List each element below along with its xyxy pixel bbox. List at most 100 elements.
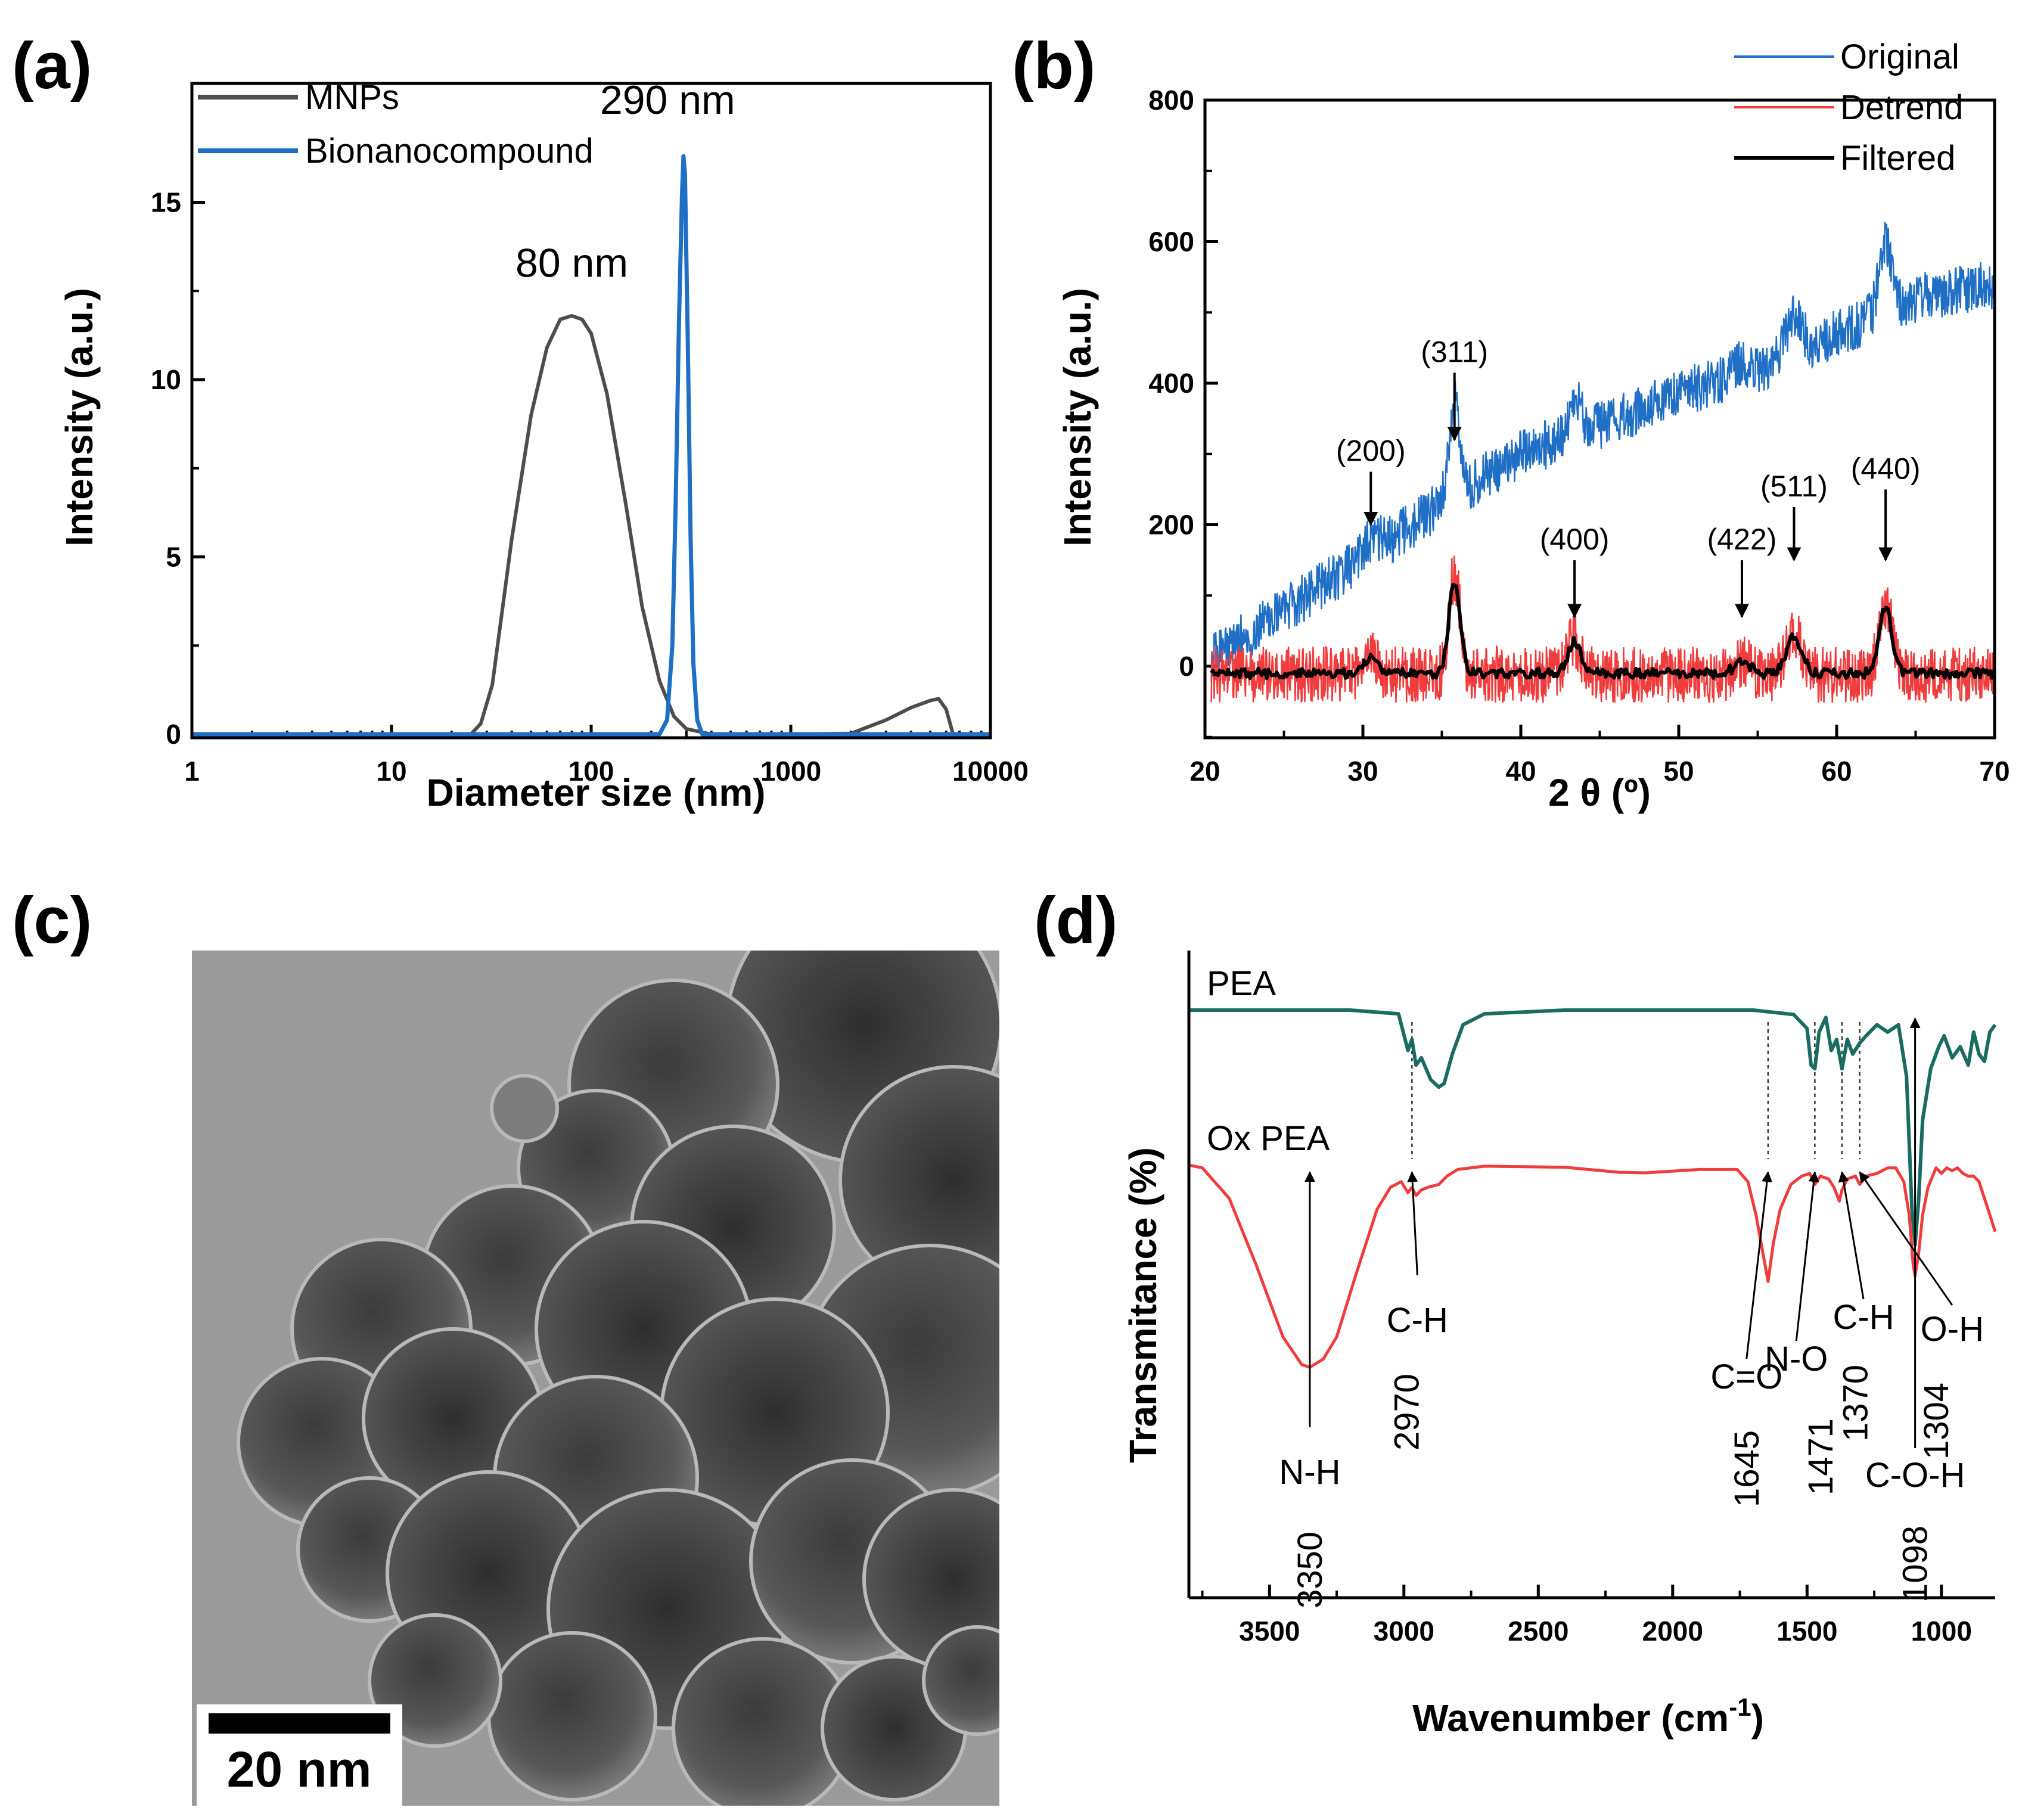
band-wavenumber-label: 1471 <box>1802 1418 1840 1495</box>
x-tick-label: 1 <box>184 756 200 787</box>
y-tick-label: 600 <box>1148 226 1194 257</box>
legend-filtered: Filtered <box>1840 139 1955 178</box>
band-wavenumber-label: 1645 <box>1728 1430 1766 1507</box>
series-line-bionanocompound <box>192 154 990 737</box>
tem-micrograph: 20 nm <box>192 951 999 1806</box>
panel-b-ylabel: Intensity (a.u.) <box>1056 288 1099 546</box>
tem-particle <box>487 1631 657 1802</box>
band-wavenumber-label: 2970 <box>1387 1374 1426 1451</box>
panel-b-label: (b) <box>1012 29 1095 103</box>
x-tick-label: 40 <box>1505 756 1536 787</box>
x-tick-label: 10 <box>376 756 406 787</box>
x-tick-label: 20 <box>1189 756 1220 787</box>
panel-d: (d) 3500 3000 2500 2000 1500 1000 PEA Ox PEA … <box>1034 884 1997 1740</box>
panel-a-legend: MNPs Bionanocompound <box>198 78 594 170</box>
panel-b-legend: Original Detrend Filtered <box>1734 38 1963 178</box>
x-tick-label: 10000 <box>952 756 1029 787</box>
band-wavenumber-label: 3350 <box>1291 1532 1330 1608</box>
y-tick-label: 200 <box>1148 510 1194 541</box>
panel-b-axes-frame <box>1203 98 1996 740</box>
peak-label: (311) <box>1421 335 1488 368</box>
panel-b-curves <box>1210 221 1996 703</box>
scale-bar-label: 20 nm <box>227 1741 372 1797</box>
x-tick-label: 50 <box>1663 756 1694 787</box>
band-wavenumber-label: 1304 <box>1917 1383 1956 1459</box>
panel-a-axes-frame <box>190 82 992 740</box>
legend-mnps: MNPs <box>305 78 399 117</box>
y-tick-label: 10 <box>151 364 181 395</box>
legend-original: Original <box>1840 38 1959 76</box>
band-wavenumber-label: 1370 <box>1836 1365 1875 1442</box>
panel-d-xlabel-main: Wavenumber (cm <box>1412 1697 1729 1740</box>
tem-particle-cluster <box>237 951 999 1806</box>
legend-detrend: Detrend <box>1840 88 1963 127</box>
panel-a-xlabel: Diameter size (nm) <box>426 771 765 814</box>
panel-b: (b) 20 30 40 50 60 70 0 200 400 600 800 (200) (311)… <box>1012 29 2010 814</box>
peak-label: (400) <box>1540 523 1610 556</box>
legend-bionanocompound: Bionanocompound <box>305 132 594 170</box>
band-group-label: C-H <box>1832 1298 1894 1337</box>
band-arrow <box>1795 1171 1819 1341</box>
band-group-label: C-O-H <box>1865 1456 1965 1495</box>
annotation-290nm: 290 nm <box>600 77 735 123</box>
series-line-pea <box>1189 1008 1997 1247</box>
panel-d-curves <box>1188 1008 1997 1369</box>
band-group-label: O-H <box>1921 1310 1984 1349</box>
panel-d-label: (d) <box>1034 884 1117 957</box>
band-arrow <box>1859 1171 1953 1306</box>
x-tick-label: 60 <box>1821 756 1852 787</box>
band-group-label: N-O <box>1765 1340 1828 1378</box>
band-group-label: C=O <box>1710 1358 1782 1396</box>
x-tick-label: 30 <box>1347 756 1378 787</box>
y-tick-label: 400 <box>1148 368 1194 399</box>
panel-b-xlabel: 2 θ (º) <box>1548 771 1651 814</box>
series-line-filtered <box>1210 583 1996 681</box>
panel-d-xlabel: Wavenumber (cm-1) <box>1412 1693 1764 1740</box>
band-arrow <box>1745 1171 1772 1359</box>
x-tick-label: 1000 <box>1911 1616 1972 1647</box>
series-line-ox-pea <box>1188 1163 1997 1369</box>
y-tick-label: 800 <box>1148 85 1194 116</box>
peak-label: (422) <box>1707 523 1777 556</box>
panel-d-ticks: 3500 3000 2500 2000 1500 1000 <box>1201 1585 1972 1647</box>
y-tick-label: 15 <box>151 187 181 218</box>
series-label-ox-pea: Ox PEA <box>1207 1119 1330 1158</box>
peak-label: (511) <box>1760 470 1828 503</box>
panel-d-guides <box>1411 1022 1861 1159</box>
band-group-label: N-H <box>1279 1453 1340 1492</box>
band-arrow <box>1407 1171 1418 1276</box>
panel-d-band-labels: N-H 3350 C-H 2970 C=O 1645 N-O 1471 C-H 1370 O-H 13… <box>1279 1017 1984 1608</box>
series-line-mnps <box>192 313 990 736</box>
x-tick-label: 2000 <box>1642 1616 1703 1647</box>
panel-d-xlabel-sup: -1 <box>1729 1693 1751 1721</box>
x-tick-label: 2500 <box>1508 1616 1568 1647</box>
series-label-pea: PEA <box>1207 964 1276 1003</box>
annotation-80nm: 80 nm <box>515 240 628 285</box>
peak-label: (440) <box>1851 452 1921 485</box>
panel-a-curves <box>192 154 990 737</box>
x-tick-label: 3500 <box>1239 1616 1300 1647</box>
band-wavenumber-label: 1098 <box>1896 1526 1935 1602</box>
panel-c-label: (c) <box>12 884 92 957</box>
tem-particle <box>490 1074 559 1143</box>
panel-a: (a) 1 10 100 1000 10000 0 5 10 15 MNPs Bionanoco… <box>12 29 1029 814</box>
panel-d-ylabel: Transmitance (%) <box>1122 1147 1164 1463</box>
panel-b-annotations: (200) (311) (400) (422) (511) (440) <box>1336 335 1921 619</box>
y-tick-label: 0 <box>166 719 181 750</box>
panel-a-ticks: 1 10 100 1000 10000 0 5 10 15 <box>151 187 1029 787</box>
band-arrow <box>1838 1171 1865 1300</box>
peak-label: (200) <box>1336 434 1406 468</box>
panel-a-ylabel: Intensity (a.u.) <box>58 288 101 546</box>
panel-c: (c) <box>12 884 999 1806</box>
x-tick-label: 100 <box>569 756 614 787</box>
x-tick-label: 1500 <box>1776 1616 1837 1647</box>
panel-a-label: (a) <box>12 29 92 103</box>
y-tick-label: 0 <box>1179 651 1194 682</box>
y-tick-label: 5 <box>166 542 181 573</box>
panel-d-xlabel-tail: ) <box>1751 1697 1764 1740</box>
scale-bar <box>209 1713 390 1734</box>
x-tick-label: 70 <box>1979 756 2009 787</box>
band-group-label: C-H <box>1387 1301 1448 1340</box>
x-tick-label: 1000 <box>760 756 821 787</box>
